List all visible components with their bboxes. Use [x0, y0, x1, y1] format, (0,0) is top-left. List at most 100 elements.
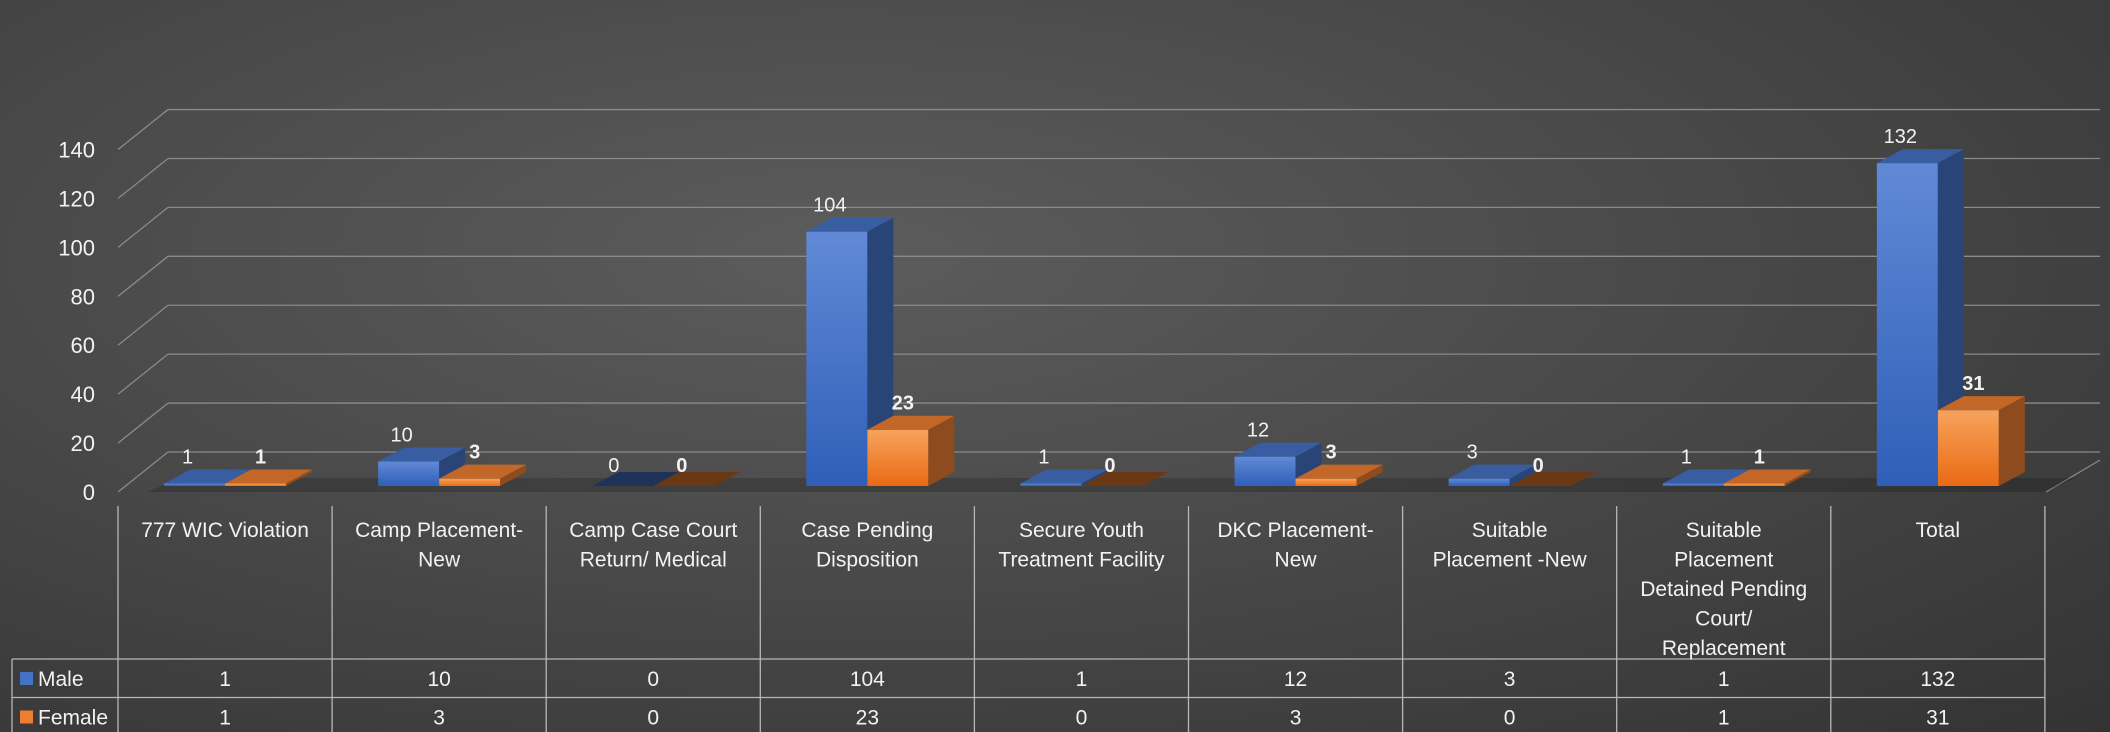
bar-male-4 [1020, 469, 1108, 486]
table-cell-female: 0 [647, 707, 659, 730]
gridline-side [117, 157, 169, 199]
gridline-side [117, 451, 169, 493]
category-label: Treatment Facility [998, 549, 1165, 572]
y-tick-label: 120 [58, 186, 95, 211]
data-label-female: 1 [255, 447, 266, 469]
bar-front [225, 483, 287, 486]
bar-male-2 [592, 472, 680, 486]
bar-female-7 [1723, 469, 1811, 486]
bar-side [1784, 469, 1811, 486]
table-cell-female: 31 [1926, 707, 1949, 730]
table-cell-male: 104 [850, 668, 885, 691]
legend-key-female [20, 710, 33, 724]
bar-top [164, 469, 252, 484]
category-label: Court/ [1695, 608, 1752, 631]
bar-top [378, 447, 466, 462]
bar-front [1723, 483, 1785, 486]
bar-female-5 [1295, 464, 1383, 486]
category-label: Replacement [1662, 637, 1786, 660]
y-tick-label: 100 [58, 235, 95, 260]
category-label: Detained Pending [1640, 578, 1807, 601]
table-cell-male: 1 [219, 668, 231, 691]
y-tick-label: 80 [71, 284, 95, 309]
category-label: Placement [1674, 549, 1773, 572]
bar-front [378, 461, 440, 486]
bar-front [164, 483, 226, 486]
bar-female-8 [1937, 396, 2025, 486]
y-axis: 0 20 40 60 80 100 120 140 [58, 138, 95, 505]
bar-slab [653, 472, 741, 486]
y-tick-label: 140 [58, 138, 95, 163]
gridline-side [117, 402, 169, 444]
bar-top [1662, 469, 1750, 484]
gridline-side [117, 109, 169, 151]
data-label-male: 104 [813, 195, 846, 217]
table-cell-male: 132 [1920, 668, 1955, 691]
category-label: Case Pending [801, 519, 933, 542]
bar-female-3 [867, 415, 955, 486]
bar-front [867, 429, 929, 486]
bar-top [1876, 149, 1964, 164]
table-cell-male: 0 [647, 668, 659, 691]
category-label: Camp Placement- [355, 519, 523, 542]
y-tick-label: 20 [71, 431, 95, 456]
category-label: Suitable [1686, 519, 1762, 542]
bar-slab [1509, 472, 1597, 486]
bar-front [439, 478, 501, 486]
bar-side [286, 469, 313, 486]
category-label: Total [1916, 519, 1960, 542]
category-label: New [418, 549, 461, 572]
bar-front [1662, 483, 1724, 486]
bar-front [1295, 478, 1357, 486]
data-label-male: 0 [608, 455, 619, 477]
table-cell-female: 0 [1076, 707, 1088, 730]
data-label-male: 1 [1038, 447, 1049, 469]
data-label-female: 0 [1104, 455, 1115, 477]
table-cell-female: 1 [1718, 707, 1730, 730]
category-label: Return/ Medical [580, 549, 727, 572]
bar-slab [592, 472, 680, 486]
data-label-female: 3 [1325, 442, 1336, 464]
data-label-female: 0 [1533, 455, 1544, 477]
category-label: DKC Placement- [1217, 519, 1373, 542]
table-cell-male: 12 [1284, 668, 1307, 691]
data-label-female: 23 [892, 393, 914, 415]
bar-front [1448, 478, 1510, 486]
gridline-side [117, 206, 169, 248]
bar-male-6 [1448, 464, 1536, 486]
table-cell-female: 3 [1290, 707, 1302, 730]
table-cell-male: 1 [1718, 668, 1730, 691]
bar-top [1723, 469, 1811, 484]
data-label-male: 1 [182, 447, 193, 469]
table-cell-female: 3 [433, 707, 445, 730]
bar-side [867, 217, 894, 486]
bar-front [1234, 456, 1296, 486]
bar-female-4 [1081, 472, 1169, 486]
table-cell-female: 1 [219, 707, 231, 730]
floor-edge [2045, 459, 2101, 493]
bar-top [1448, 464, 1536, 479]
bar-front [806, 231, 868, 486]
bar-top [1937, 396, 2025, 411]
gridlines [117, 108, 2101, 493]
bar-female-1 [439, 464, 527, 486]
bar-front [1937, 410, 1999, 486]
data-label-female: 3 [469, 442, 480, 464]
bar-side [1509, 464, 1536, 486]
bar-slab [1081, 472, 1169, 486]
data-label-female: 1 [1754, 447, 1765, 469]
data-label-female: 0 [676, 455, 687, 477]
category-label: 777 WIC Violation [141, 519, 309, 542]
table-cell-male: 3 [1504, 668, 1516, 691]
bars [164, 149, 2025, 487]
gridline-side [117, 255, 169, 297]
table-cell-male: 1 [1076, 668, 1088, 691]
y-tick-label: 0 [83, 480, 95, 505]
bar-top [1020, 469, 1108, 484]
category-label: Disposition [816, 549, 919, 572]
y-tick-label: 60 [71, 333, 95, 358]
gridline-side [117, 304, 169, 346]
bar-side [1998, 396, 2025, 486]
category-label: Secure Youth [1019, 519, 1144, 542]
